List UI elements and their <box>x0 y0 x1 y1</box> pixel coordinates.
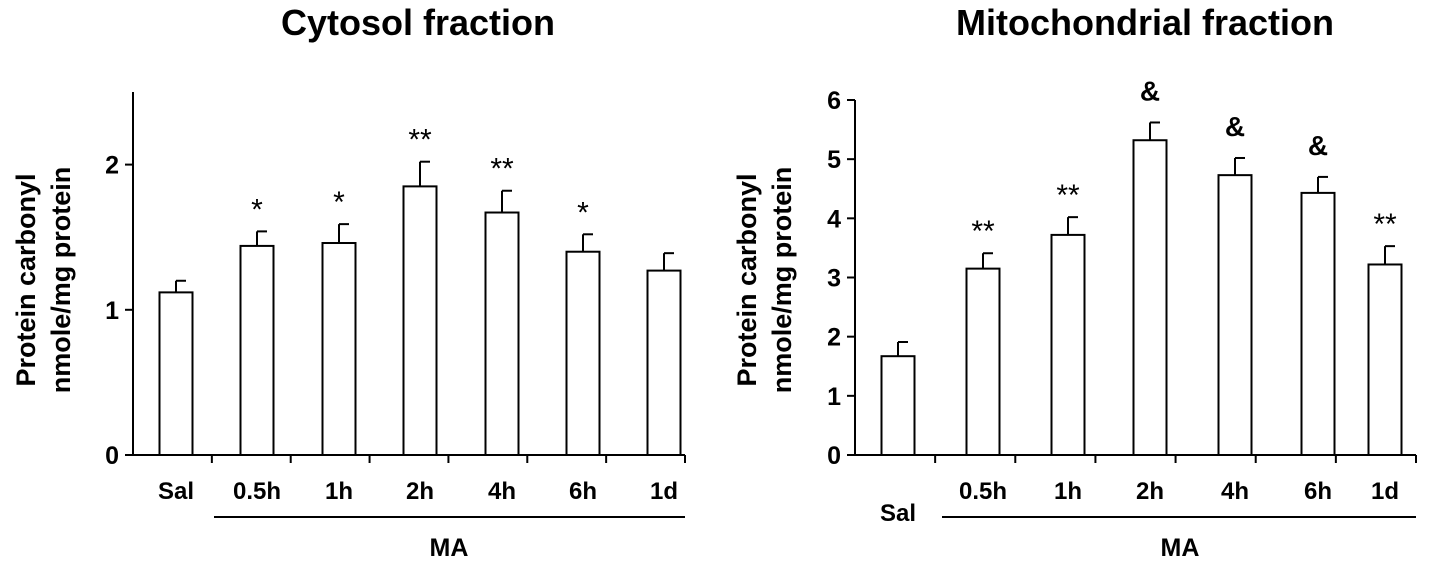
x-tick-label: 6h <box>1304 478 1332 505</box>
mitochondrial-chart: Mitochondrial fraction Protein carbonyl … <box>732 2 1417 562</box>
significance-marker: * <box>577 196 589 229</box>
x-tick-label: 0.5h <box>959 478 1007 505</box>
bar <box>321 242 357 456</box>
significance-marker: * <box>251 193 263 226</box>
bar <box>402 185 438 456</box>
significance-marker: ** <box>971 215 995 248</box>
y-tick-label: 1 <box>105 297 119 325</box>
y-axis-label-line1: Protein carbonyl <box>732 173 762 386</box>
x-tick-label: 1h <box>1054 478 1082 505</box>
y-tick-label: 3 <box>827 265 841 293</box>
significance-marker: ** <box>1056 179 1080 212</box>
group-label-ma: MA <box>1161 534 1200 562</box>
x-tick-label: 0.5h <box>233 478 281 505</box>
bar <box>965 267 1001 456</box>
x-tick-label: 4h <box>488 478 516 505</box>
y-tick-label: 5 <box>827 146 841 174</box>
y-tick-label: 2 <box>827 324 841 352</box>
bar <box>239 244 275 456</box>
bar <box>880 355 916 457</box>
y-tick-label: 4 <box>827 205 841 233</box>
y-axis-label-line2: nmole/mg protein <box>767 167 797 394</box>
significance-marker: & <box>1225 111 1245 142</box>
significance-marker: ** <box>490 153 514 186</box>
bar <box>1132 139 1168 456</box>
chart-title: Cytosol fraction <box>281 2 555 43</box>
x-tick-label: Sal <box>880 500 916 527</box>
bar <box>1217 174 1253 456</box>
x-tick-label: 6h <box>569 478 597 505</box>
x-tick-label: 4h <box>1221 478 1249 505</box>
y-tick-label: 0 <box>827 442 841 470</box>
y-tick-label: 2 <box>105 152 119 180</box>
x-tick-label: 1d <box>1371 478 1399 505</box>
significance-marker: & <box>1140 75 1160 106</box>
x-tick-label: 2h <box>1136 478 1164 505</box>
bar <box>1367 263 1403 456</box>
y-axis-label-line1: Protein carbonyl <box>11 173 41 386</box>
bar <box>1300 191 1336 456</box>
significance-marker: & <box>1308 130 1328 161</box>
chart-title: Mitochondrial fraction <box>956 2 1334 43</box>
y-tick-label: 1 <box>827 383 841 411</box>
bar <box>158 291 194 456</box>
bar <box>565 250 601 456</box>
significance-marker: * <box>333 186 345 219</box>
cytosol-chart: Cytosol fraction Protein carbonyl nmole/… <box>11 2 686 562</box>
group-label-ma: MA <box>430 534 469 562</box>
significance-marker: ** <box>408 124 432 157</box>
bar <box>1050 233 1086 456</box>
x-tick-label: 1d <box>650 478 678 505</box>
bar <box>484 211 520 456</box>
x-tick-label: 1h <box>325 478 353 505</box>
x-tick-label: 2h <box>406 478 434 505</box>
y-tick-label: 0 <box>105 442 119 470</box>
y-tick-label: 6 <box>827 87 841 115</box>
significance-marker: ** <box>1373 208 1397 241</box>
y-axis-label-line2: nmole/mg protein <box>46 167 76 394</box>
x-tick-label: Sal <box>158 478 194 505</box>
bar <box>646 269 682 457</box>
